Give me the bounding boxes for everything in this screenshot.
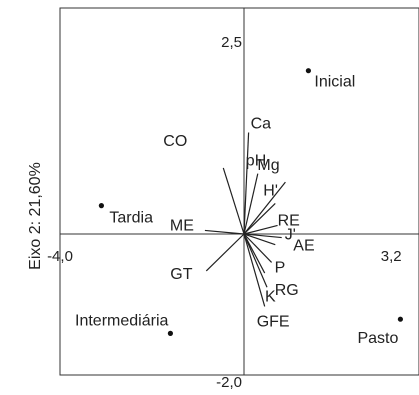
vector-me xyxy=(204,229,245,235)
vector-label-ae: AE xyxy=(293,238,314,255)
vector-h xyxy=(243,203,276,235)
vector-label-ca: Ca xyxy=(251,115,272,132)
vector-label-gt: GT xyxy=(170,266,192,283)
vector-label-me: ME xyxy=(170,217,194,234)
vector-label-co: CO xyxy=(163,133,187,150)
vector-gt xyxy=(205,233,245,272)
point-inicial xyxy=(305,68,311,74)
x-tick-label: -4,0 xyxy=(47,248,73,265)
y-tick-label: -2,0 xyxy=(216,374,242,391)
point-intermediaria xyxy=(167,330,173,336)
vector-j xyxy=(243,233,282,239)
point-pasto xyxy=(397,316,403,322)
vector-label-p: P xyxy=(275,259,286,276)
vector-label-j: J' xyxy=(285,227,296,244)
vector-label-ph: pH xyxy=(246,153,266,170)
vector-re xyxy=(243,224,278,235)
vector-ca xyxy=(243,132,250,235)
point-label-inicial: Inicial xyxy=(314,74,355,91)
vector-label-rg: RG xyxy=(275,282,299,299)
y-axis-label: Eixo 2: 21,60% xyxy=(27,162,44,270)
point-label-tardia: Tardia xyxy=(109,210,153,227)
plot-frame xyxy=(59,7,419,376)
vector-label-k: K xyxy=(265,288,276,305)
x-tick-label: 3,2 xyxy=(381,248,402,265)
vector-label-mg: Mg xyxy=(257,157,279,174)
vector-ae xyxy=(243,233,276,246)
vector-ph xyxy=(243,173,259,235)
vector-p xyxy=(243,233,273,263)
y-tick-label: 2,5 xyxy=(221,34,242,51)
point-label-intermediaria: Intermediária xyxy=(75,312,168,329)
point-label-pasto: Pasto xyxy=(357,330,398,347)
vector-label-h: H' xyxy=(263,182,278,199)
vector-co xyxy=(222,167,245,235)
vector-gfe xyxy=(243,233,266,307)
vector-k xyxy=(243,233,268,288)
point-tardia xyxy=(98,203,104,209)
vector-mg xyxy=(243,181,286,235)
vector-label-gfe: GFE xyxy=(257,313,290,330)
vector-label-re: RE xyxy=(278,212,300,229)
